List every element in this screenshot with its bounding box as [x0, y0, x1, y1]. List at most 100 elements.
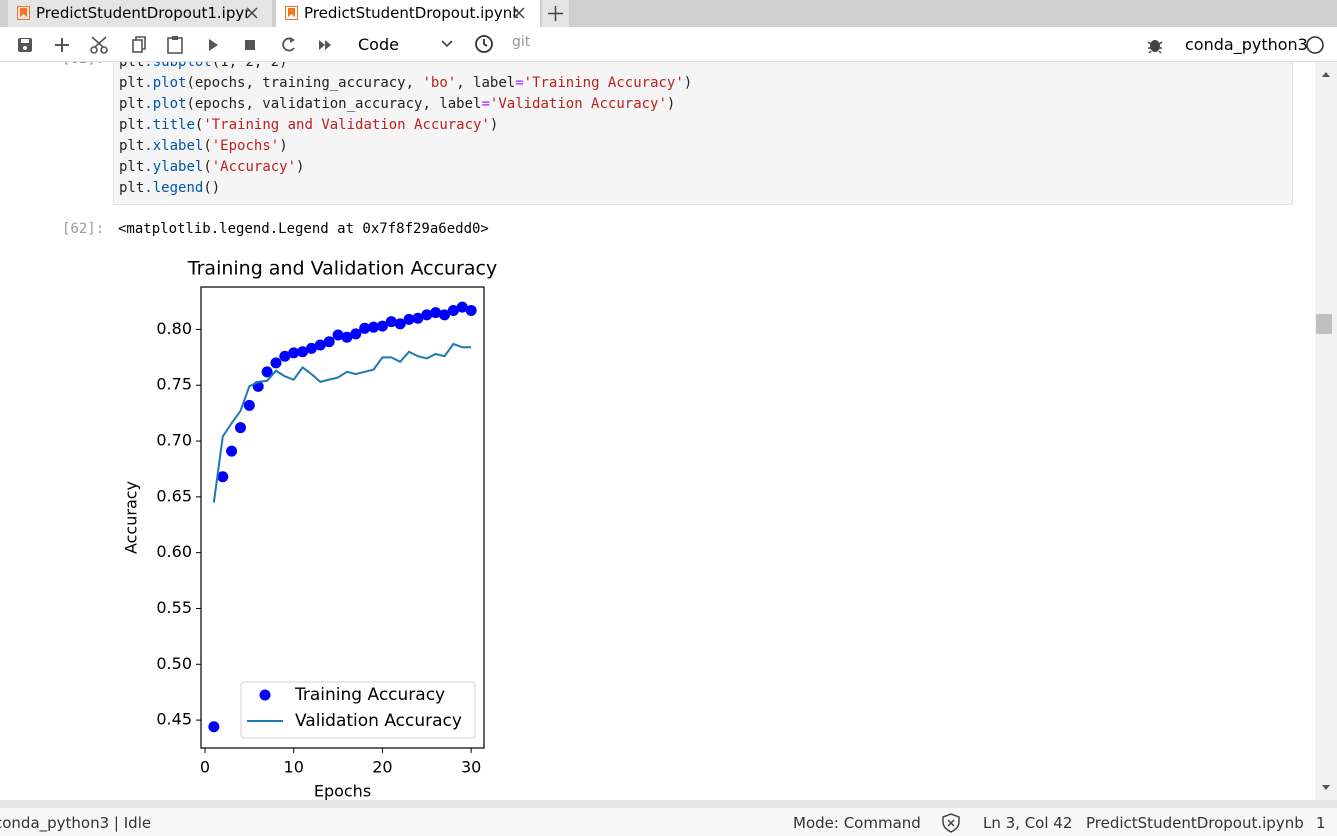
x-tick-label: 0	[200, 758, 210, 777]
paste-button[interactable]	[167, 36, 183, 54]
code-line: plt.ylabel('Accuracy')	[119, 159, 305, 175]
code-cell[interactable]: plt.subplot(1, 2, 2) plt.plot(epochs, tra…	[113, 62, 1293, 205]
tab[interactable]: PredictStudentDropout.ipynb	[276, 0, 540, 27]
restart-button[interactable]	[282, 37, 295, 52]
data-point	[376, 320, 388, 332]
chart-title: Training and Validation Accuracy	[187, 258, 497, 280]
kernel-name[interactable]: conda_python3	[1185, 35, 1308, 54]
kernel-status-text[interactable]: conda_python3 | Idle	[0, 814, 152, 832]
data-point	[323, 336, 335, 348]
y-tick-label: 0.65	[156, 486, 192, 505]
input-prompt: [62]:	[62, 62, 104, 67]
x-axis-label: Epochs	[314, 782, 371, 801]
data-point	[261, 366, 273, 378]
file-name: PredictStudentDropout.ipynb	[1086, 814, 1304, 832]
data-point	[403, 313, 415, 325]
close-icon[interactable]	[246, 7, 258, 19]
data-line	[212, 342, 472, 503]
status-bar: conda_python3 | Idle Mode: Command Ln 3,…	[0, 808, 1337, 836]
data-point	[456, 301, 468, 313]
kernel-status	[1306, 36, 1324, 54]
data-point	[217, 471, 229, 483]
trust-icon[interactable]	[941, 813, 961, 833]
data-point	[341, 331, 353, 343]
tab-title: PredictStudentDropout1.ipynb	[36, 4, 250, 22]
code-line: plt.plot(epochs, training_accuracy, 'bo'…	[119, 75, 693, 91]
data-point	[305, 342, 317, 354]
output-text: <matplotlib.legend.Legend at 0x7f8f29a6e…	[118, 221, 489, 237]
chart: Training and Validation Accuracy Epochs Ac…	[122, 258, 498, 801]
notification-count[interactable]: 1	[1316, 814, 1326, 832]
horizontal-scrollbar	[0, 800, 1337, 808]
code-line: plt.subplot(1, 2, 2)	[119, 62, 288, 70]
data-point	[421, 309, 433, 321]
data-point	[430, 307, 442, 319]
notebook: [62]: plt.subplot(1, 2, 2) plt.plot(epoch…	[0, 62, 1315, 800]
cursor-position: Ln 3, Col 42	[983, 814, 1073, 832]
toolbar-icons	[18, 36, 331, 54]
data-point	[394, 318, 406, 330]
y-tick-label: 0.55	[156, 598, 192, 617]
y-tick-label: 0.80	[156, 319, 192, 338]
insert-button[interactable]	[55, 38, 69, 52]
tab[interactable]: PredictStudentDropout1.ipynb	[8, 0, 272, 27]
code-line: plt.legend()	[119, 180, 221, 196]
legend-box	[240, 681, 476, 739]
data-point	[332, 329, 344, 341]
tab-bar: PredictStudentDropout1.ipynb PredictStud…	[0, 0, 1337, 27]
data-point	[350, 328, 362, 340]
y-tick-label: 0.45	[156, 710, 192, 729]
code-line: plt.xlabel('Epochs')	[119, 138, 288, 154]
clock-icon[interactable]	[474, 34, 494, 54]
data-point	[279, 350, 291, 362]
y-tick-label: 0.70	[156, 431, 192, 450]
plot-frame	[200, 286, 485, 749]
data-point	[270, 357, 282, 369]
run-button[interactable]	[209, 39, 218, 51]
data-point	[385, 316, 397, 328]
data-point	[412, 312, 424, 324]
data-point	[234, 422, 246, 434]
run-all-button[interactable]	[319, 40, 331, 50]
cut-button[interactable]	[90, 36, 108, 54]
data-point	[368, 321, 380, 333]
stop-button[interactable]	[245, 40, 255, 50]
data-point	[465, 304, 477, 316]
dropdown-arrow[interactable]	[440, 39, 454, 49]
y-tick-label: 0.60	[156, 542, 192, 561]
toolbar: Code git conda_python3	[0, 27, 1337, 62]
data-point	[439, 309, 451, 321]
git-button[interactable]: git	[512, 34, 531, 50]
output-prompt: [62]:	[62, 221, 105, 237]
notebook-icon	[285, 6, 298, 20]
data-point	[359, 322, 371, 334]
code-line: plt.plot(epochs, validation_accuracy, la…	[119, 96, 676, 112]
legend-label: Training Accuracy	[294, 685, 445, 705]
data-point	[243, 399, 255, 411]
new-tab-button[interactable]	[542, 0, 569, 27]
data-point	[297, 346, 309, 358]
scrollbar-parts	[1316, 72, 1332, 790]
y-tick-label: 0.75	[156, 375, 192, 394]
copy-button[interactable]	[132, 36, 146, 53]
debug-icon[interactable]	[1147, 36, 1163, 54]
y-tick-label: 0.50	[156, 654, 192, 673]
data-point	[226, 445, 238, 457]
notebook-icon	[17, 6, 30, 20]
legend-marker	[259, 689, 271, 701]
tab-title: PredictStudentDropout.ipynb	[304, 4, 518, 22]
cell-type[interactable]: Code	[358, 35, 399, 54]
mode: Mode: Command	[793, 814, 921, 832]
scrollbar[interactable]	[1315, 62, 1337, 800]
data-point	[208, 721, 220, 733]
x-tick-label: 20	[372, 758, 392, 777]
close-icon[interactable]	[513, 7, 525, 19]
save-button[interactable]	[18, 38, 32, 52]
x-tick-label: 30	[461, 758, 481, 777]
data-point	[447, 304, 459, 316]
y-axis-label: Accuracy	[122, 481, 141, 554]
x-tick-label: 10	[284, 758, 304, 777]
data-point	[314, 339, 326, 351]
data-point	[288, 347, 300, 359]
